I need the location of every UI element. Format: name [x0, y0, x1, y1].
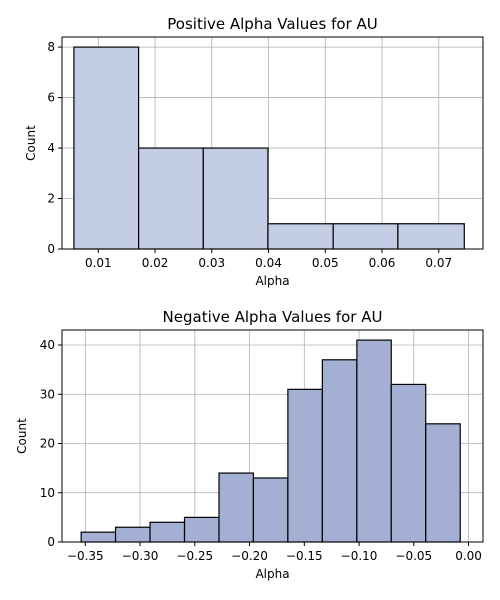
histogram-bar: [267, 223, 334, 250]
histogram-bar: [425, 423, 461, 543]
plot-frame: [61, 329, 484, 543]
histogram-bar: [73, 46, 140, 250]
y-axis-label: Count: [24, 125, 38, 161]
x-tick-label: 0.01: [85, 256, 112, 270]
y-tick-label: 20: [40, 437, 55, 451]
y-tick-label: 2: [47, 192, 55, 206]
x-tick-label: −0.35: [67, 549, 104, 563]
y-tick-label: 40: [40, 338, 55, 352]
negative-alpha-histogram: −0.35 −0.30 −0.25 −0.20 −0.15 −0.10 −0.05 0.00 0…: [15, 308, 484, 581]
x-tick-label: −0.25: [176, 549, 213, 563]
y-tick-label: 10: [40, 486, 55, 500]
y-tick-label: 6: [47, 91, 55, 105]
y-tick-label: 8: [47, 40, 55, 54]
histogram-bar: [80, 531, 117, 543]
y-tick-label: 30: [40, 387, 55, 401]
histogram-bar: [137, 147, 204, 250]
histogram-bar: [202, 147, 269, 250]
histogram-bar: [183, 516, 220, 543]
x-tick-label: 0.00: [455, 549, 482, 563]
histogram-bar: [114, 526, 151, 543]
x-tick-label: 0.06: [369, 256, 396, 270]
positive-alpha-histogram: 0.01 0.02 0.03 0.04 0.05 0.06 0.07 0 2 4 6 8 Positiv…: [24, 15, 484, 288]
chart-title: Negative Alpha Values for AU: [163, 308, 383, 326]
histogram-bar: [149, 521, 186, 543]
x-tick-label: 0.02: [142, 256, 169, 270]
x-tick-label: 0.03: [198, 256, 225, 270]
x-tick-label: −0.20: [231, 549, 268, 563]
chart-title: Positive Alpha Values for AU: [167, 15, 377, 33]
histogram-bar: [390, 383, 427, 543]
histogram-bar: [287, 388, 323, 543]
x-tick-label: 0.05: [312, 256, 339, 270]
histogram-bar: [252, 477, 289, 543]
histogram-bar: [218, 472, 254, 543]
y-tick-label: 0: [47, 535, 55, 549]
histogram-bar: [356, 339, 392, 543]
histogram-bar: [397, 223, 465, 250]
x-tick-label: 0.07: [425, 256, 452, 270]
plot-frame: [61, 36, 484, 250]
y-tick-label: 4: [47, 141, 55, 155]
x-tick-label: −0.10: [341, 549, 378, 563]
y-axis-label: Count: [15, 418, 29, 454]
x-tick-label: −0.30: [122, 549, 159, 563]
x-axis-label: Alpha: [255, 274, 289, 288]
x-tick-label: −0.05: [395, 549, 432, 563]
x-tick-label: −0.15: [286, 549, 323, 563]
x-tick-label: 0.04: [255, 256, 282, 270]
histogram-bar: [321, 359, 358, 543]
histogram-bar: [332, 223, 399, 250]
x-axis-label: Alpha: [255, 567, 289, 581]
y-tick-label: 0: [47, 242, 55, 256]
